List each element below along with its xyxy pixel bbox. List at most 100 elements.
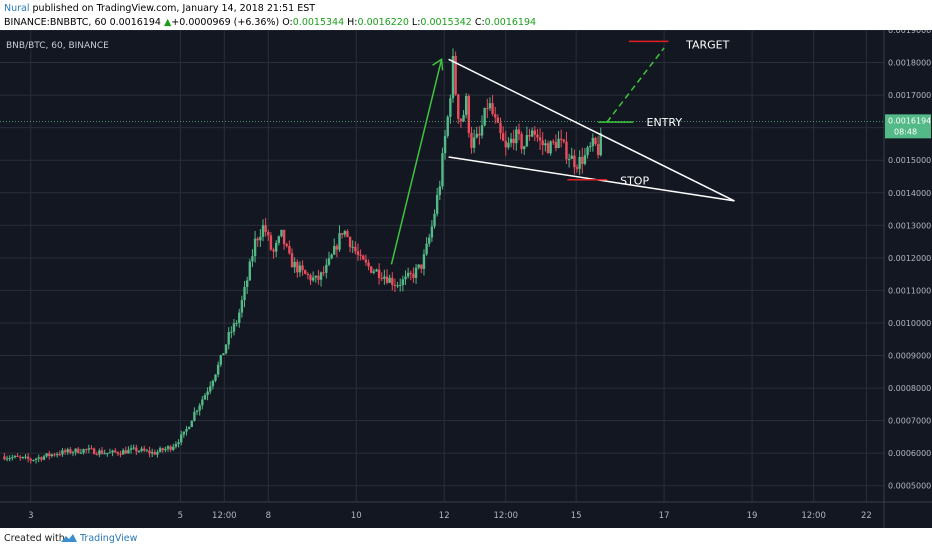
candle-down (504, 140, 507, 148)
y-tick-label: 0.0006000 (888, 449, 931, 458)
candle-up (235, 322, 238, 324)
candle-down (496, 117, 500, 123)
candle-down (309, 275, 312, 281)
open-value: 0.0015344 (292, 17, 345, 28)
candle-down (528, 135, 531, 137)
candle-down (267, 231, 270, 236)
candle-up (298, 265, 302, 273)
tradingview-link[interactable]: TradingView (80, 533, 138, 544)
candle-up (232, 323, 236, 332)
candle-down (362, 255, 365, 260)
x-tick-label: 12:00 (801, 511, 826, 521)
candle-up (158, 448, 162, 452)
candle-up (174, 443, 178, 447)
candle-down (100, 450, 104, 454)
candle-down (533, 130, 536, 135)
candle-up (525, 135, 529, 147)
candle-up (137, 451, 141, 453)
price-chart[interactable]: 0.00190000.00180000.00170000.00160000.00… (0, 26, 932, 528)
candle-up (464, 96, 468, 115)
candle-down (554, 142, 558, 149)
candle-down (575, 167, 579, 169)
candle-up (74, 448, 77, 453)
candle-up (446, 116, 449, 136)
candle-down (169, 446, 172, 450)
candle-up (417, 264, 420, 268)
candle-up (219, 355, 222, 365)
candle-up (245, 280, 249, 287)
candle-up (314, 275, 317, 278)
candle-up (578, 156, 581, 169)
candle-up (330, 254, 333, 259)
candle-down (536, 134, 539, 138)
y-tick-label: 0.0011000 (888, 286, 931, 295)
candle-up (428, 237, 431, 244)
candle-up (224, 344, 228, 354)
symbol-label: BINANCE:BNBBTC, 60 (4, 17, 107, 28)
candle-up (570, 155, 573, 159)
stop-label: STOP (620, 175, 649, 188)
candle-down (546, 143, 550, 154)
ohlc-line: BINANCE:BNBBTC, 60 0.0016194 ▲+0.0000969… (4, 16, 536, 29)
candle-down (512, 138, 515, 144)
candle-down (581, 156, 584, 164)
candle-down (301, 265, 304, 271)
x-tick-label: 22 (861, 511, 872, 521)
candle-up (209, 386, 212, 392)
candle-up (586, 147, 589, 156)
candle-down (317, 275, 320, 280)
candle-down (364, 259, 368, 263)
candle-down (340, 233, 344, 235)
y-tick-label: 0.0010000 (888, 319, 931, 328)
candle-up (383, 276, 386, 279)
x-tick-label: 3 (28, 511, 33, 521)
candle-up (462, 114, 465, 122)
candle-up (129, 448, 133, 450)
candle-down (119, 453, 122, 455)
candle-up (248, 261, 252, 281)
candle-up (216, 364, 220, 375)
candle-up (430, 226, 434, 238)
wedge-lower-line (448, 156, 735, 202)
created-with-text: Created with (4, 533, 65, 544)
candle-up (451, 55, 455, 99)
candle-down (306, 273, 310, 276)
candle-down (69, 449, 72, 454)
candle-up (8, 458, 11, 460)
candle-up (515, 129, 518, 144)
y-tick-label: 0.0017000 (888, 91, 931, 100)
candle-up (488, 103, 492, 109)
candle-down (573, 155, 576, 168)
candle-up (211, 380, 215, 387)
candle-down (467, 96, 471, 133)
candle-down (409, 272, 412, 274)
impulse-arrow-head (432, 57, 444, 71)
candle-up (179, 434, 183, 443)
high-value: 0.0016220 (357, 17, 409, 28)
candle-up (187, 426, 191, 430)
candle-up (156, 451, 159, 455)
candle-down (596, 144, 600, 156)
last-price: 0.0016194 (109, 17, 161, 28)
up-arrow-icon: ▲ (163, 17, 172, 28)
candle-up (277, 236, 281, 243)
candle-down (559, 138, 563, 140)
candle-down (385, 276, 389, 283)
candle-up (166, 446, 170, 449)
candle-up (71, 452, 75, 454)
author-link[interactable]: Nural (4, 3, 30, 14)
candle-up (549, 141, 552, 154)
candle-up (50, 454, 54, 457)
candle-up (222, 353, 225, 356)
candle-down (264, 225, 267, 232)
chart-canvas[interactable]: 0.00190000.00180000.00170000.00160000.00… (0, 26, 932, 528)
candle-down (304, 270, 307, 274)
tradingview-logo-icon[interactable] (60, 532, 78, 544)
candle-down (95, 454, 98, 456)
candle-down (290, 253, 294, 268)
x-tick-label: 12 (439, 511, 450, 521)
candle-down (377, 269, 381, 279)
candle-up (164, 448, 167, 451)
candle-down (494, 114, 497, 118)
target-label: TARGET (685, 38, 730, 51)
